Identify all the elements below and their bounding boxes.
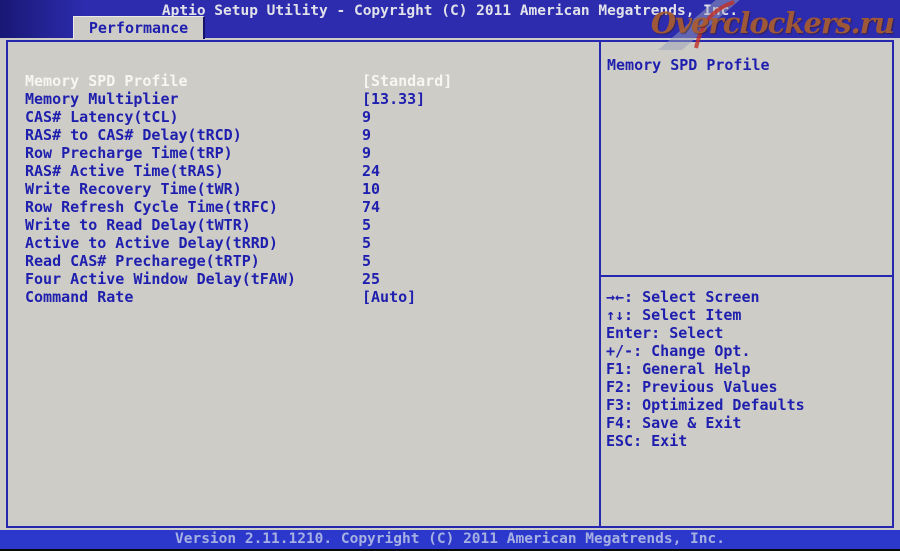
key-hint-select-item: ↑↓: Select Item: [606, 306, 742, 324]
option-value: 24: [362, 162, 381, 180]
option-label: Row Precharge Time(tRP): [25, 144, 233, 162]
option-value: [Auto]: [362, 288, 417, 306]
option-label: Row Refresh Cycle Time(tRFC): [25, 198, 278, 216]
tab-label: Performance: [88, 19, 189, 37]
bios-option-cas-latency[interactable]: CAS# Latency(tCL) 9: [25, 108, 585, 126]
tab-performance[interactable]: Performance: [73, 16, 205, 39]
main-panel: Memory SPD Profile [Standard] Memory Mul…: [6, 40, 894, 528]
option-value: 9: [362, 108, 372, 126]
key-hint-enter-select: Enter: Select: [606, 324, 724, 342]
option-value: 25: [362, 270, 381, 288]
key-hint-change-option: +/-: Change Opt.: [606, 342, 751, 360]
option-label: CAS# Latency(tCL): [25, 108, 179, 126]
key-hint-previous-values: F2: Previous Values: [606, 378, 778, 396]
screen-bottom-edge: [0, 549, 900, 551]
option-value: 5: [362, 216, 372, 234]
bios-option-four-active-window-delay[interactable]: Four Active Window Delay(tFAW) 25: [25, 270, 585, 288]
bios-option-row-precharge-time[interactable]: Row Precharge Time(tRP) 9: [25, 144, 585, 162]
help-panel: Memory SPD Profile →←: Select Screen ↑↓:…: [601, 42, 892, 526]
option-label: Command Rate: [25, 288, 134, 306]
app-title: Aptio Setup Utility - Copyright (C) 2011…: [161, 3, 739, 19]
bios-option-memory-multiplier[interactable]: Memory Multiplier [13.33]: [25, 90, 585, 108]
bios-option-command-rate[interactable]: Command Rate [Auto]: [25, 288, 585, 306]
option-value: 5: [362, 234, 372, 252]
bios-option-memory-spd-profile[interactable]: Memory SPD Profile [Standard]: [25, 72, 585, 90]
bios-option-write-to-read-delay[interactable]: Write to Read Delay(tWTR) 5: [25, 216, 585, 234]
option-value: 9: [362, 126, 372, 144]
option-value: 10: [362, 180, 381, 198]
key-hint-save-exit: F4: Save & Exit: [606, 414, 742, 432]
footer-bar: Version 2.11.1210. Copyright (C) 2011 Am…: [0, 530, 900, 549]
bios-option-row-refresh-cycle-time[interactable]: Row Refresh Cycle Time(tRFC) 74: [25, 198, 585, 216]
key-hint-esc-exit: ESC: Exit: [606, 432, 688, 450]
bios-option-ras-to-cas-delay[interactable]: RAS# to CAS# Delay(tRCD) 9: [25, 126, 585, 144]
option-label: Write to Read Delay(tWTR): [25, 216, 251, 234]
option-label: Memory Multiplier: [25, 90, 179, 108]
option-label: Four Active Window Delay(tFAW): [25, 270, 296, 288]
key-hint-select-screen: →←: Select Screen: [606, 288, 760, 306]
bios-option-active-to-active-delay[interactable]: Active to Active Delay(tRRD) 5: [25, 234, 585, 252]
option-label: RAS# Active Time(tRAS): [25, 162, 224, 180]
key-hint-optimized-defaults: F3: Optimized Defaults: [606, 396, 805, 414]
panel-divider: [599, 42, 601, 526]
bios-version-text: Version 2.11.1210. Copyright (C) 2011 Am…: [175, 531, 725, 547]
help-text: Memory SPD Profile: [607, 56, 770, 74]
option-value: 74: [362, 198, 381, 216]
option-label: Write Recovery Time(tWR): [25, 180, 242, 198]
option-label: Active to Active Delay(tRRD): [25, 234, 278, 252]
option-value: [13.33]: [362, 90, 426, 108]
key-hint-general-help: F1: General Help: [606, 360, 751, 378]
option-label: Read CAS# Precharege(tRTP): [25, 252, 260, 270]
option-label: Memory SPD Profile: [25, 72, 188, 90]
bios-option-read-cas-precharge[interactable]: Read CAS# Precharege(tRTP) 5: [25, 252, 585, 270]
bios-option-write-recovery-time[interactable]: Write Recovery Time(tWR) 10: [25, 180, 585, 198]
bios-option-ras-active-time[interactable]: RAS# Active Time(tRAS) 24: [25, 162, 585, 180]
option-value: [Standard]: [362, 72, 453, 90]
option-label: RAS# to CAS# Delay(tRCD): [25, 126, 242, 144]
option-value: 9: [362, 144, 372, 162]
option-value: 5: [362, 252, 372, 270]
help-divider: [601, 275, 892, 277]
